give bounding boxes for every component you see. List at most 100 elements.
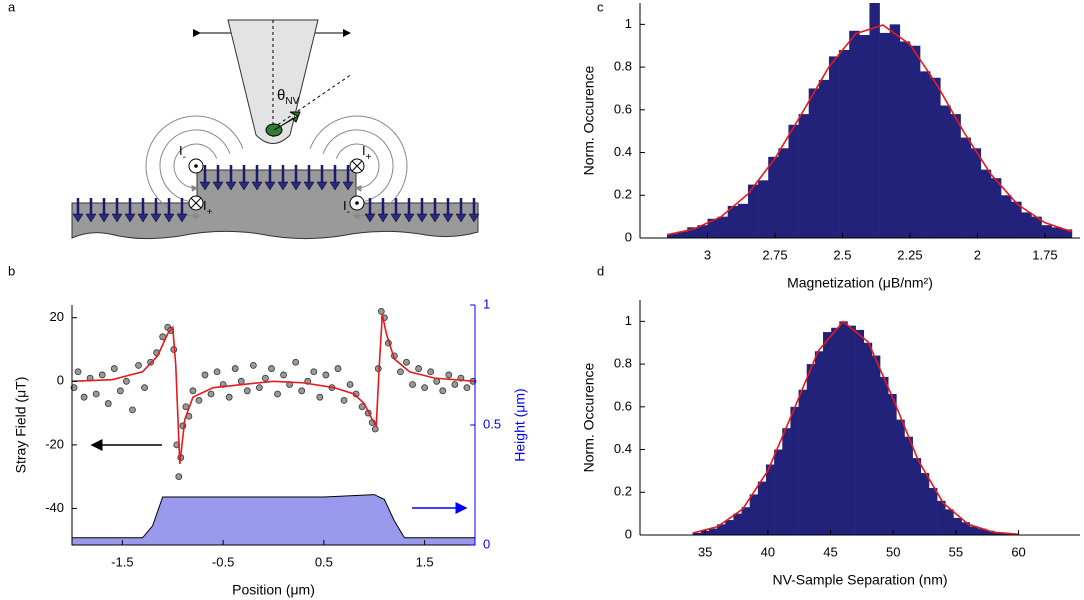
current-subscript: + — [366, 152, 372, 163]
spin-head — [199, 181, 211, 191]
data-point — [346, 381, 354, 388]
histogram-bar — [985, 530, 995, 535]
histogram-bar — [1041, 225, 1052, 238]
y-tick-label: 0.8 — [614, 356, 632, 371]
spins — [72, 165, 480, 223]
spin-head — [225, 181, 237, 191]
spin-head — [403, 213, 415, 223]
histogram-bar — [889, 24, 901, 239]
histogram-bar — [788, 124, 799, 238]
histogram-bar — [855, 329, 865, 535]
y2-tick-label: 0 — [483, 536, 490, 551]
histogram-bar — [1011, 201, 1022, 238]
current-symbol: I — [362, 143, 366, 158]
data-point — [334, 365, 342, 372]
current-subscript: - — [347, 207, 350, 218]
histogram-bar — [808, 88, 820, 238]
x-tick-label: 2.5 — [833, 247, 851, 262]
data-point — [403, 358, 410, 366]
histogram-bar — [814, 351, 824, 535]
spin-head — [238, 181, 250, 191]
data-point — [298, 387, 306, 395]
data-point — [129, 406, 136, 414]
histogram-bar — [697, 225, 708, 238]
histogram-bar — [1061, 229, 1073, 238]
data-point — [225, 393, 233, 401]
histogram-bar — [737, 203, 749, 238]
spin-head — [316, 181, 328, 191]
histogram-bar — [977, 528, 987, 535]
spin-head — [364, 213, 376, 223]
spin-head — [137, 213, 149, 223]
data-point — [262, 374, 269, 382]
spin-head — [85, 213, 97, 223]
current-label: I- — [179, 143, 186, 162]
histogram-bar — [677, 231, 688, 238]
data-point — [98, 371, 106, 379]
current-symbol: I — [343, 198, 347, 213]
data-point — [316, 393, 324, 401]
data-point — [141, 384, 148, 392]
histogram-bar — [863, 342, 873, 535]
y-tick-label: 0.4 — [614, 144, 632, 159]
data-point — [110, 365, 118, 372]
x-tick-label: 60 — [1011, 544, 1025, 559]
histogram-bar — [757, 481, 767, 535]
field-line — [335, 143, 380, 192]
histogram-bar — [937, 500, 946, 535]
x-tick-label: -1.5 — [111, 554, 133, 569]
histogram-bar — [758, 180, 769, 238]
histogram-bar — [896, 419, 905, 535]
y-tick-label: 0 — [57, 373, 64, 388]
histogram-bar — [920, 473, 930, 535]
histogram-bar — [990, 178, 1002, 238]
histogram-bar — [717, 524, 726, 535]
histogram-bar — [961, 522, 970, 535]
histogram-bar — [1001, 195, 1012, 238]
x-tick-label: -0.5 — [212, 554, 234, 569]
histogram-bar — [994, 532, 1003, 535]
histogram-bar — [945, 509, 954, 535]
histogram-bar — [969, 526, 979, 535]
histogram-bar — [871, 355, 881, 535]
histogram-bar — [879, 32, 890, 239]
y-tick-label: 0 — [625, 526, 632, 541]
histogram-bar — [708, 528, 718, 535]
data-point — [207, 390, 215, 398]
histogram-bar — [778, 148, 789, 238]
histogram-bar — [980, 169, 992, 238]
spin-head — [303, 181, 315, 191]
y2-tick-label: 0.5 — [483, 416, 501, 431]
spin-head — [212, 181, 224, 191]
spin-head — [124, 213, 136, 223]
histogram-bar — [909, 45, 921, 239]
histogram-bar — [1031, 216, 1042, 238]
field-line — [173, 143, 218, 192]
histogram-bar — [727, 205, 739, 238]
data-point — [445, 371, 453, 379]
histogram-bar — [1051, 227, 1063, 238]
spin-head — [455, 213, 467, 223]
data-point — [195, 396, 203, 404]
histogram-bar — [707, 218, 718, 238]
data-point — [123, 377, 130, 385]
angle-subscript: NV — [285, 96, 299, 107]
data-point — [377, 307, 385, 315]
histogram-bar — [828, 56, 840, 239]
x-tick-label: 2 — [974, 247, 981, 262]
fit-line — [71, 314, 476, 465]
data-point — [213, 368, 221, 376]
x-axis-label: NV-Sample Separation (nm) — [772, 572, 947, 588]
current-subscript: - — [183, 152, 186, 163]
histogram-bar — [774, 449, 783, 535]
data-point — [451, 381, 459, 388]
diagram: a θNV I- I+ I+ I- — [8, 0, 480, 240]
histogram-bar — [798, 389, 808, 535]
y-tick-label: 0.2 — [614, 484, 632, 499]
x-tick-label: 50 — [886, 544, 900, 559]
data-point — [104, 400, 112, 407]
histogram-bar — [888, 394, 897, 535]
histogram-bar — [928, 488, 938, 535]
current-label: I+ — [203, 198, 213, 217]
